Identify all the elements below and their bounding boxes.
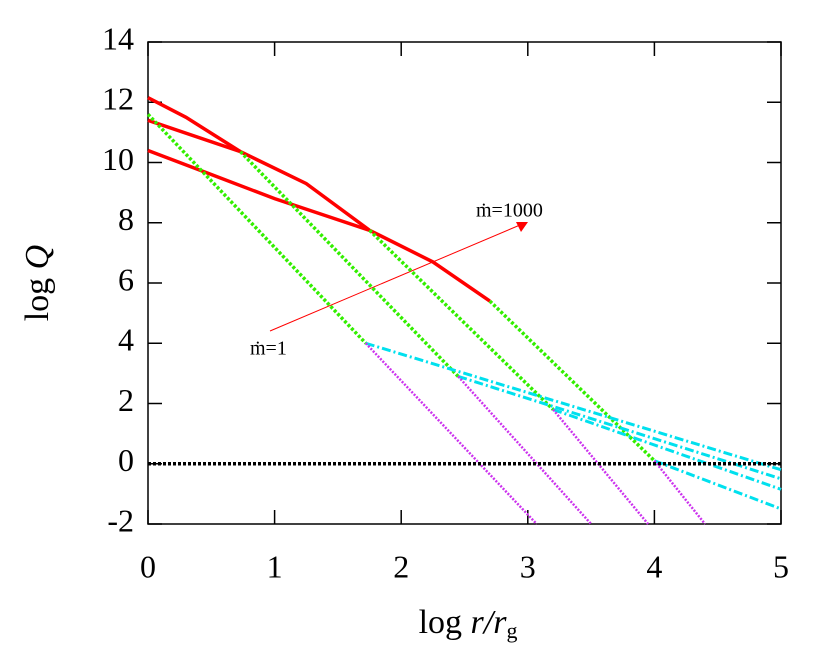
x-tick-label: 3	[520, 548, 536, 584]
data-line	[239, 150, 460, 378]
y-tick-label: -2	[107, 502, 134, 538]
data-line	[457, 375, 593, 525]
data-line	[364, 342, 538, 525]
y-tick-label: 10	[102, 141, 134, 177]
x-tick-label: 0	[140, 548, 156, 584]
data-line	[368, 229, 555, 411]
x-tick-label: 5	[773, 548, 789, 584]
data-line	[365, 341, 782, 472]
data-line	[147, 118, 491, 303]
y-tick-label: 0	[118, 442, 134, 478]
y-tick-label: 14	[102, 20, 134, 56]
annotation: ṁ=1	[250, 338, 287, 360]
data-line	[146, 113, 368, 345]
data-line	[147, 96, 242, 154]
y-label-text: log	[19, 269, 56, 321]
y-tick-label: 6	[118, 261, 134, 297]
data-line	[457, 374, 782, 481]
data-line	[552, 408, 782, 491]
arrow-line	[269, 224, 521, 332]
y-tick-label: 8	[118, 201, 134, 237]
x-tick-label: 4	[646, 548, 662, 584]
data-line	[147, 148, 371, 232]
y-tick-label: 12	[102, 81, 134, 117]
x-axis-label: log r/rg	[419, 604, 518, 643]
x-tick-label: 2	[393, 548, 409, 584]
y-tick-label: 4	[118, 322, 134, 358]
y-label-var: Q	[19, 245, 56, 270]
y-axis-label: log Q	[19, 245, 56, 322]
x-tick-label: 1	[267, 548, 283, 584]
data-line	[488, 299, 656, 462]
data-line	[552, 408, 650, 525]
arrow-head	[516, 222, 528, 232]
x-label-var: r/r	[471, 604, 508, 641]
annotation: ṁ=1000	[476, 200, 543, 222]
x-label-text: log	[419, 604, 471, 641]
y-tick-label: 2	[118, 382, 134, 418]
x-label-sub: g	[506, 618, 517, 643]
data-line	[653, 459, 782, 511]
data-line	[653, 459, 707, 525]
